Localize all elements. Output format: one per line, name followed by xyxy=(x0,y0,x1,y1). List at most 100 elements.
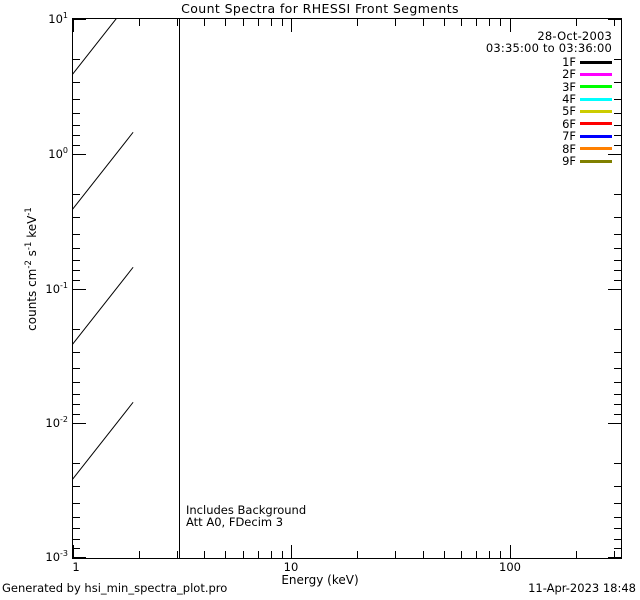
x-minor-tick-top xyxy=(271,19,273,26)
y-tick-exponent: 1 xyxy=(62,11,68,21)
y-axis-title-mid-2: keV xyxy=(25,215,39,242)
legend: 28-Oct-2003 03:35:00 to 03:36:00 1F 2F 3… xyxy=(430,30,620,167)
x-axis-tick-labels: 1 10 100 xyxy=(0,560,640,580)
x-major-tick-top xyxy=(510,19,512,32)
y-minor-tick-right xyxy=(614,517,621,519)
x-minor-tick-top xyxy=(461,19,463,26)
legend-item-4f[interactable]: 4F xyxy=(430,93,620,105)
y-tick-exponent: -3 xyxy=(60,549,68,559)
y-minor-tick xyxy=(73,125,80,127)
y-major-tick-right xyxy=(608,423,621,425)
y-major-tick-right xyxy=(608,289,621,291)
x-tick-label: 10 xyxy=(283,560,299,574)
y-tick-label: 10-1 xyxy=(45,281,68,296)
y-minor-tick xyxy=(73,113,80,115)
hatch-line xyxy=(73,19,134,58)
footer-generator-text: Generated by hsi_min_spectra_plot.pro xyxy=(2,581,228,595)
y-minor-tick-right xyxy=(614,414,621,416)
y-minor-tick-right xyxy=(614,194,621,196)
y-minor-tick-right xyxy=(614,145,621,147)
y-axis-title-exp-2: -1 xyxy=(24,241,34,251)
legend-item-5f[interactable]: 5F xyxy=(430,104,620,119)
y-axis-title-exp-1: -2 xyxy=(24,260,34,269)
x-major-tick xyxy=(73,545,75,558)
legend-color-swatch xyxy=(580,110,612,114)
x-minor-tick-top xyxy=(576,19,578,26)
y-minor-tick xyxy=(73,260,80,262)
y-minor-tick-right xyxy=(614,113,621,115)
x-minor-tick xyxy=(282,551,284,558)
y-major-tick xyxy=(73,557,86,558)
y-minor-tick xyxy=(73,394,80,396)
y-minor-tick xyxy=(73,217,80,219)
x-minor-tick xyxy=(139,551,141,558)
legend-item-label: 2F xyxy=(562,67,576,82)
x-tick-label: 100 xyxy=(499,560,521,574)
legend-item-6f[interactable]: 6F xyxy=(430,117,620,130)
y-minor-tick xyxy=(73,82,80,84)
x-minor-tick xyxy=(576,551,578,558)
plot-annotation-line-1: Includes Background xyxy=(186,503,307,517)
y-minor-tick-right xyxy=(614,486,621,488)
y-minor-tick-right xyxy=(614,125,621,127)
x-minor-tick xyxy=(357,551,359,558)
y-minor-tick xyxy=(73,404,80,406)
y-tick-label: 100 xyxy=(48,146,68,161)
x-minor-tick-top xyxy=(500,19,502,26)
y-minor-tick-right xyxy=(614,352,621,354)
y-minor-tick-right xyxy=(614,280,621,282)
y-minor-tick xyxy=(73,548,80,550)
legend-item-label: 4F xyxy=(562,91,576,106)
hatch-line xyxy=(73,19,134,193)
legend-item-9f[interactable]: 9F xyxy=(430,155,620,167)
x-tick-label: 1 xyxy=(72,560,80,574)
plot-annotation: Includes Background Att A0, FDecim 3 xyxy=(186,503,307,529)
x-minor-tick xyxy=(476,551,478,558)
y-minor-tick-right xyxy=(614,248,621,250)
y-minor-tick xyxy=(73,99,80,101)
y-minor-tick xyxy=(73,59,80,61)
x-minor-tick xyxy=(423,551,425,558)
legend-item-3f[interactable]: 3F xyxy=(430,79,620,94)
y-minor-tick-right xyxy=(614,368,621,370)
legend-item-8f[interactable]: 8F xyxy=(430,142,620,155)
hatched-region-edge xyxy=(179,19,180,558)
legend-item-label: 3F xyxy=(562,79,576,94)
x-minor-tick-top xyxy=(476,19,478,26)
x-minor-tick xyxy=(204,551,206,558)
x-minor-tick xyxy=(461,551,463,558)
y-minor-tick-right xyxy=(614,82,621,84)
x-minor-tick xyxy=(258,551,260,558)
legend-item-7f[interactable]: 7F xyxy=(430,129,620,144)
y-minor-tick-right xyxy=(614,548,621,550)
legend-item-label: 5F xyxy=(562,104,576,119)
y-minor-tick xyxy=(73,135,80,137)
y-major-tick xyxy=(73,19,86,21)
x-major-tick-top xyxy=(291,19,293,32)
y-minor-tick-right xyxy=(614,394,621,396)
y-minor-tick xyxy=(73,539,80,541)
y-minor-tick-right xyxy=(614,528,621,530)
y-minor-tick xyxy=(73,486,80,488)
x-minor-tick xyxy=(614,551,616,558)
y-minor-tick-right xyxy=(614,59,621,61)
legend-item-2f[interactable]: 2F xyxy=(430,67,620,82)
y-minor-tick xyxy=(73,270,80,272)
legend-item-label: 7F xyxy=(562,129,576,144)
y-minor-tick xyxy=(73,234,80,236)
x-minor-tick-top xyxy=(177,19,179,26)
y-axis-title-main: counts cm xyxy=(25,268,39,331)
y-major-tick xyxy=(73,289,86,291)
y-minor-tick xyxy=(73,145,80,147)
x-minor-tick-top xyxy=(282,19,284,26)
legend-item-1f[interactable]: 1F xyxy=(430,55,620,68)
plot-area: Includes Background Att A0, FDecim 3 xyxy=(72,18,622,559)
y-minor-tick xyxy=(73,503,80,505)
x-minor-tick xyxy=(500,551,502,558)
x-minor-tick-top xyxy=(357,19,359,26)
page-title: Count Spectra for RHESSI Front Segments xyxy=(181,1,459,16)
y-minor-tick-right xyxy=(614,503,621,505)
y-minor-tick xyxy=(73,352,80,354)
y-tick-label: 101 xyxy=(48,11,68,26)
plot-inner: Includes Background Att A0, FDecim 3 xyxy=(73,19,621,558)
